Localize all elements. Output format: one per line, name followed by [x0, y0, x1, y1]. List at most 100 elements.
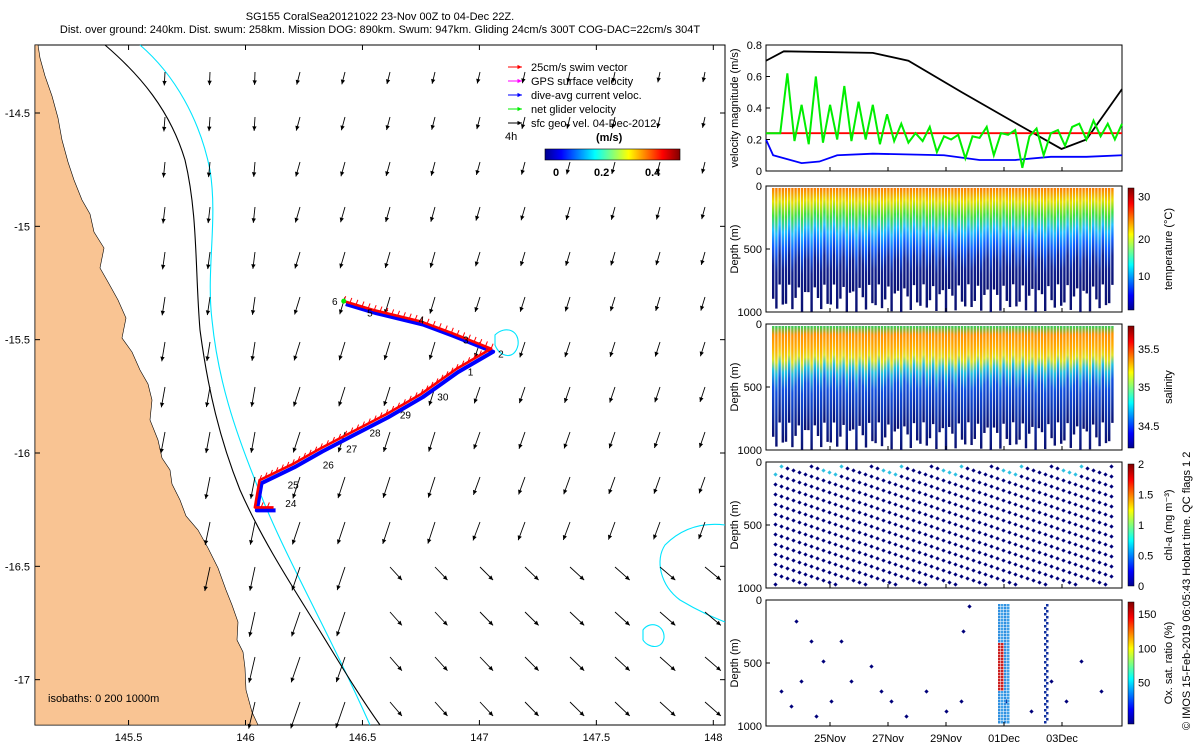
chl-sample-point — [1013, 542, 1018, 547]
map-ytick-label: -15.5 — [5, 335, 30, 347]
oxygen-profile-point — [998, 694, 1001, 697]
section-axes-frame — [765, 599, 1123, 727]
current-arrow — [564, 296, 571, 312]
legend-label: GPS surface velocity — [531, 76, 634, 88]
current-arrow — [382, 521, 391, 545]
current-arrow — [252, 116, 257, 131]
chl-sample-point — [785, 466, 790, 471]
current-arrow — [475, 161, 481, 175]
oxygen-profile-point — [998, 616, 1001, 619]
chl-sample-point — [1049, 554, 1054, 559]
oxygen-profile-point — [1001, 637, 1004, 640]
chl-sample-point — [851, 548, 856, 553]
oxygen-profile-point — [1007, 643, 1010, 646]
chl-sample-point — [773, 582, 778, 587]
chl-sample-point — [779, 474, 784, 479]
chl-sample-point — [869, 524, 874, 529]
chl-sample-point — [1103, 542, 1108, 547]
oxygen-profile-point — [1001, 679, 1004, 682]
oxygen-profile-point — [1046, 700, 1049, 703]
track-day-label: 27 — [346, 444, 358, 455]
chl-sample-point — [1073, 472, 1078, 477]
chl-sample-point — [917, 470, 922, 475]
section-colorbar-label: salinity — [1163, 370, 1175, 404]
profile-column — [893, 326, 896, 432]
chl-sample-point — [1085, 496, 1090, 501]
profile-column — [855, 326, 858, 450]
profile-column — [1079, 326, 1082, 450]
profile-column — [1024, 326, 1028, 449]
chl-sample-point — [989, 464, 994, 469]
oxygen-profile-point — [998, 682, 1001, 685]
chl-sample-point — [929, 574, 934, 579]
chl-sample-point — [977, 480, 982, 485]
profile-column — [832, 326, 836, 423]
oxygen-sample-point — [1049, 679, 1054, 684]
oxygen-sample-point — [879, 689, 884, 694]
chl-sample-point — [977, 510, 982, 515]
chl-sample-point — [1043, 532, 1048, 537]
profile-column — [912, 188, 916, 286]
profile-column — [992, 188, 996, 290]
oxygen-profile-point — [1046, 634, 1049, 637]
velocity-ytick-label: 0.4 — [747, 103, 762, 115]
chl-sample-point — [1109, 524, 1114, 529]
chl-sample-point — [899, 574, 904, 579]
swim-vector-tick — [325, 440, 329, 446]
chl-sample-point — [1103, 562, 1108, 567]
oxygen-profile-point — [1004, 712, 1007, 715]
chl-sample-point — [851, 558, 856, 563]
swim-vector-tick — [467, 334, 471, 340]
current-arrow — [569, 611, 585, 626]
oxygen-profile-point — [1004, 661, 1007, 664]
chl-sample-point — [1001, 538, 1006, 543]
oxygen-profile-point — [1007, 664, 1010, 667]
oxygen-profile-point — [1001, 607, 1004, 610]
oxygen-profile-point — [1004, 628, 1007, 631]
section-colorbar-tick: 150 — [1138, 609, 1156, 621]
swim-vector-tick — [461, 360, 465, 366]
chl-sample-point — [875, 556, 880, 561]
chl-sample-point — [773, 482, 778, 487]
chl-sample-point — [983, 572, 988, 577]
chl-sample-point — [899, 544, 904, 549]
chl-sample-point — [815, 546, 820, 551]
chl-sample-point — [1061, 528, 1066, 533]
current-arrow — [659, 701, 676, 717]
track-day-label: 1 — [468, 367, 474, 378]
current-arrow — [293, 296, 301, 315]
chl-sample-point — [941, 488, 946, 493]
chl-sample-point — [929, 494, 934, 499]
section-ylabel: Depth (m) — [729, 501, 741, 550]
chl-sample-point — [923, 512, 928, 517]
profile-column — [938, 326, 941, 433]
current-arrow — [338, 341, 346, 361]
speed-colorbar: 4h (m/s) 0 0.2 0.4 — [505, 131, 681, 179]
chl-sample-point — [959, 494, 964, 499]
chl-sample-point — [929, 484, 934, 489]
profile-column — [807, 326, 810, 431]
chl-sample-point — [779, 504, 784, 509]
chl-sample-point — [857, 490, 862, 495]
chl-sample-point — [905, 496, 910, 501]
oxygen-profile-point — [1001, 676, 1004, 679]
profile-column — [900, 188, 903, 312]
current-arrow — [519, 251, 526, 267]
chl-sample-point — [1049, 484, 1054, 489]
chl-sample-point — [1109, 574, 1114, 579]
chl-sample-point — [863, 542, 868, 547]
profile-column — [1082, 188, 1085, 291]
chl-sample-point — [905, 576, 910, 581]
chl-sample-point — [911, 578, 916, 583]
chl-sample-point — [971, 548, 976, 553]
oxygen-sample-point — [889, 699, 894, 704]
chl-sample-point — [923, 502, 928, 507]
chl-sample-point — [809, 474, 814, 479]
chl-sample-point — [1097, 550, 1102, 555]
profile-column — [1034, 188, 1037, 312]
current-arrow — [247, 656, 256, 683]
chl-sample-point — [1055, 566, 1060, 571]
velocity-ytick-label: 0.2 — [747, 135, 762, 147]
chl-sample-point — [977, 520, 982, 525]
chl-sample-point — [791, 558, 796, 563]
